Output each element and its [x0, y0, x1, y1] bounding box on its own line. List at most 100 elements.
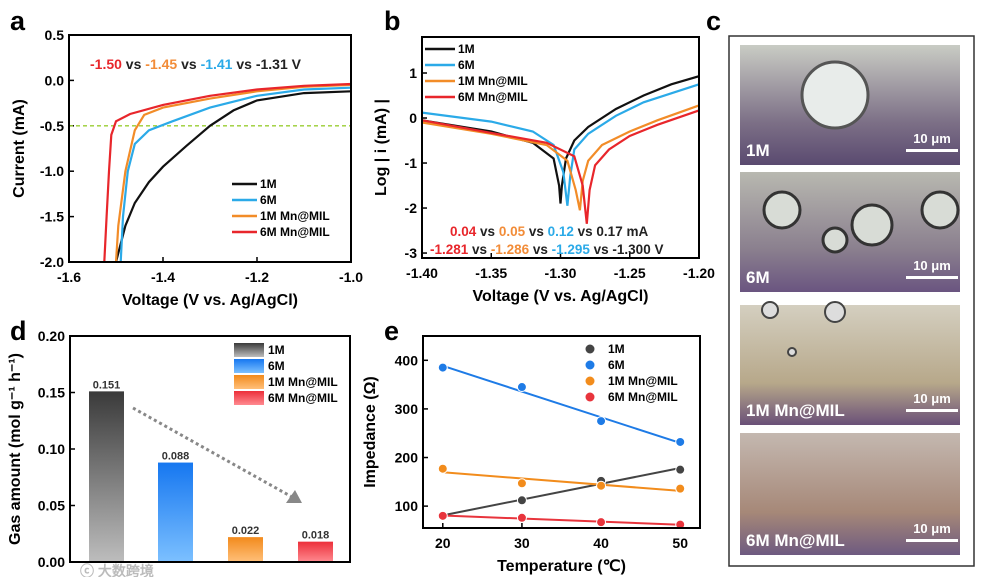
bubble	[761, 301, 779, 319]
y-tick-label: -1.5	[40, 209, 64, 225]
y-axis-title: Current (mA)	[11, 99, 28, 198]
y-tick-label: 1	[409, 65, 417, 81]
trend-arrow-line	[132, 406, 293, 499]
legend-marker	[585, 344, 595, 354]
bubble	[824, 301, 846, 323]
plot-frame	[422, 335, 701, 529]
y-tick-label: 0.05	[38, 498, 65, 514]
x-tick-label: -1.0	[339, 269, 363, 285]
fit-line	[442, 364, 681, 444]
micrograph-image	[740, 172, 960, 292]
y-tick-label: -0.5	[40, 118, 64, 134]
scale-bar	[906, 409, 958, 412]
y-axis-title: Log | i (mA) |	[373, 99, 390, 196]
bubble	[800, 60, 870, 130]
legend-label: 1M Mn@MIL	[458, 74, 528, 88]
fit-line	[442, 514, 681, 526]
y-tick-label: -2	[405, 200, 418, 216]
data-point	[675, 483, 686, 494]
data-point	[516, 495, 527, 506]
x-tick-label: -1.6	[57, 269, 81, 285]
x-tick-label: -1.30	[545, 265, 577, 281]
legend-label: 1M	[608, 342, 625, 356]
annotation-segment: 0.12	[548, 224, 574, 239]
panel-b-tafel-chart: -1.40 -1.35 -1.30 -1.25 -1.20 1 0 -1 -2 -3 Voltage…	[373, 36, 715, 305]
y-axis-title: Impedance (Ω)	[362, 376, 379, 488]
bubble	[821, 226, 849, 254]
data-point	[675, 464, 686, 475]
y-tick-label: -1	[405, 155, 418, 171]
y-tick-label: 0.00	[38, 554, 65, 570]
legend-label: 6M Mn@MIL	[260, 225, 330, 239]
legend-label: 1M Mn@MIL	[260, 209, 330, 223]
x-tick-label: -1.40	[406, 265, 438, 281]
panel-letter-c: c	[706, 6, 721, 36]
legend-label: 6M	[260, 193, 277, 207]
bar-value-label: 0.088	[162, 451, 190, 463]
annotation-segment: vs	[468, 242, 491, 257]
scale-bar-label: 10 μm	[913, 391, 951, 406]
series-line-1m	[114, 90, 351, 262]
plot-frame	[421, 36, 700, 259]
x-tick-label: 50	[672, 535, 688, 551]
legend-label: 6M Mn@MIL	[268, 391, 338, 405]
scale-bar	[906, 276, 958, 279]
bubble	[850, 203, 894, 247]
plot-frame	[69, 335, 351, 563]
annotation-segment: vs	[525, 224, 548, 239]
legend-marker	[585, 360, 595, 370]
data-point	[516, 478, 527, 489]
legend-marker	[585, 392, 595, 402]
x-tick-label: -1.2	[245, 269, 269, 285]
legend-marker	[585, 376, 595, 386]
annotation-segment: -1.286	[491, 242, 530, 257]
data-point	[596, 416, 607, 427]
annotation-segment: vs	[529, 242, 552, 257]
panel-letter-d: d	[10, 316, 27, 346]
data-point	[437, 463, 448, 474]
legend-label: 1M	[260, 177, 277, 191]
panel-e-impedance-chart: 20 30 40 50 100 200 300 400 Temperature (℃) Imped…	[362, 335, 701, 575]
micrograph-label: 1M Mn@MIL	[746, 401, 845, 420]
legend-swatch	[234, 375, 264, 389]
series-line-1m-mn-mil	[114, 83, 351, 262]
series-line-6m	[422, 83, 699, 206]
y-tick-label: 300	[395, 401, 419, 417]
legend-label: 6M	[608, 358, 625, 372]
legend-swatch	[234, 391, 264, 405]
fit-line	[442, 466, 681, 517]
data-point	[675, 436, 686, 447]
scale-bar	[906, 539, 958, 542]
bar-6m	[158, 462, 193, 562]
y-tick-label: 200	[395, 450, 419, 466]
micrograph-image	[740, 305, 960, 425]
legend-label: 6M	[268, 359, 285, 373]
micrograph-image	[740, 433, 960, 555]
legend-label: 1M Mn@MIL	[608, 374, 678, 388]
data-point	[437, 510, 448, 521]
scale-bar-label: 10 μm	[913, 258, 951, 273]
micrograph-label: 6M	[746, 268, 770, 287]
micrograph-label: 6M Mn@MIL	[746, 531, 845, 550]
x-tick-label: -1.35	[475, 265, 507, 281]
panel-letter-b: b	[384, 6, 401, 36]
scale-bar-label: 10 μm	[913, 521, 951, 536]
panel-c-micrographs: 1M 10 μm 6M 10 μm 1M Mn@MIL 10 μm 6M Mn@MIL 10 …	[728, 35, 975, 567]
y-tick-label: 100	[395, 498, 419, 514]
trend-arrow-head-icon	[286, 490, 302, 503]
series-line-6m-mn-mil	[103, 82, 351, 262]
x-axis-title: Voltage (V vs. Ag/AgCl)	[122, 292, 298, 309]
x-axis-title: Temperature (℃)	[497, 558, 626, 575]
bar-value-label: 0.018	[302, 530, 330, 542]
scale-bar-label: 10 μm	[913, 131, 951, 146]
bar-1m	[89, 391, 124, 562]
x-tick-label: -1.20	[683, 265, 715, 281]
y-tick-label: 0.15	[38, 385, 65, 401]
y-tick-label: 0.20	[38, 328, 65, 344]
annotation-segment: -1.45	[145, 56, 177, 72]
annotation-segment: 0.05	[499, 224, 526, 239]
bubble	[762, 190, 802, 230]
y-tick-label: 0	[409, 110, 417, 126]
y-tick-label: 400	[395, 352, 419, 368]
panel-d-gas-bar-chart: 0.00 0.05 0.10 0.15 0.20 Gas amount (mol g⁻¹ …	[7, 328, 351, 570]
